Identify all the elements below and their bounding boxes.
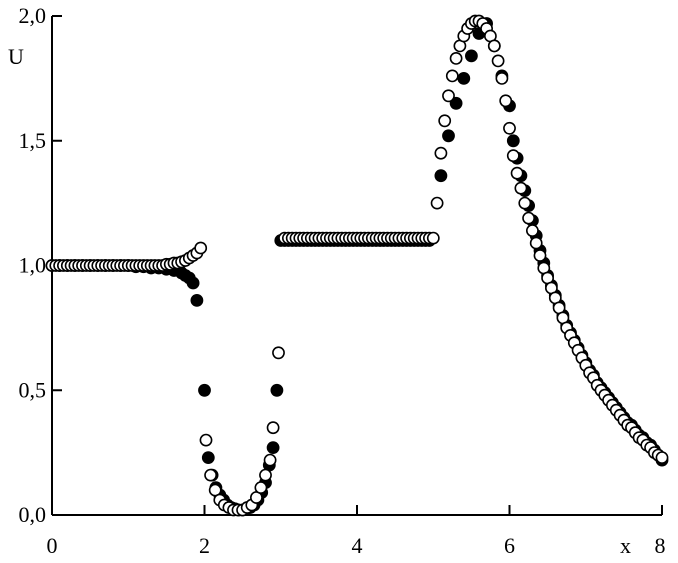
data-point-open — [442, 89, 455, 103]
data-point-filled — [201, 451, 215, 464]
data-point-open — [449, 52, 463, 65]
y-tick-label: 0,5 — [19, 377, 47, 402]
x-tick-label: 4 — [352, 533, 363, 558]
data-point-open — [434, 146, 448, 160]
data-point-filled — [506, 134, 520, 148]
data-point-open — [533, 249, 547, 262]
data-point-open — [491, 54, 505, 68]
x-tick-label: 2 — [199, 533, 210, 558]
data-point-open — [529, 236, 543, 250]
data-point-open — [526, 224, 539, 237]
data-point-open — [445, 69, 459, 83]
y-tick-label: 1,5 — [19, 128, 47, 153]
data-point-filled — [198, 383, 211, 397]
data-point-open — [495, 72, 509, 85]
data-point-open — [272, 346, 285, 360]
data-point-open — [266, 421, 280, 435]
series-open — [45, 14, 669, 517]
data-point-open — [254, 481, 268, 494]
data-point-open — [655, 451, 669, 464]
data-point-filled — [442, 129, 455, 143]
y-tick-label: 2,0 — [19, 3, 47, 28]
data-point-open — [426, 231, 440, 245]
tick-labels: 0,0 0,5 1,0 1,5 2,0 0 2 4 6 8 — [19, 3, 666, 558]
data-point-open — [487, 39, 501, 53]
data-point-open — [499, 94, 513, 108]
data-point-open — [199, 433, 213, 447]
data-point-open — [506, 149, 520, 163]
data-point-filled — [457, 72, 471, 85]
y-axis-label: U — [8, 44, 24, 69]
data-point-filled — [449, 96, 463, 110]
x-axis-label: x — [620, 533, 631, 558]
data-point-open — [438, 114, 452, 128]
data-point-open — [430, 196, 444, 210]
data-point-filled — [266, 441, 280, 454]
data-point-open — [510, 166, 524, 180]
x-tick-label: 8 — [655, 533, 666, 558]
data-point-open — [518, 196, 532, 210]
data-point-filled — [434, 169, 448, 183]
data-point-open — [259, 468, 272, 482]
data-point-filled — [270, 383, 284, 397]
data-point-open — [263, 453, 277, 467]
data-point-open — [514, 181, 528, 195]
data-point-open — [522, 211, 535, 225]
y-tick-label: 1,0 — [19, 253, 47, 278]
data-point-open — [503, 121, 516, 135]
data-point-open — [204, 468, 217, 482]
x-tick-label: 6 — [504, 533, 515, 558]
data-point-filled — [190, 293, 204, 307]
data-point-filled — [464, 49, 478, 63]
data-point-open — [194, 241, 208, 255]
data-point-filled — [186, 276, 200, 290]
y-tick-label: 0,0 — [19, 502, 47, 527]
x-tick-label: 0 — [47, 533, 58, 558]
